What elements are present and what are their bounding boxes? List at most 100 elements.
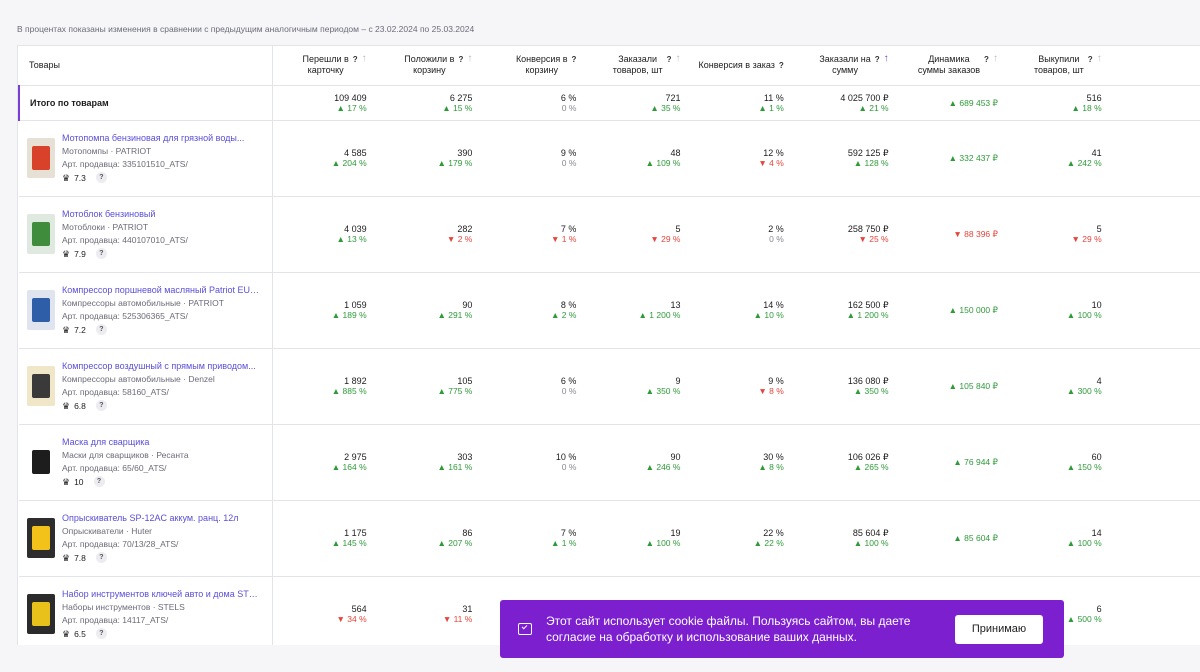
table-header-row: Товары Перешли в карточку? ↑ Положили в кор… [19, 46, 1200, 86]
rating-help-icon[interactable]: ? [95, 400, 107, 411]
cookie-text: Этот сайт использует cookie файлы. Польз… [546, 614, 911, 644]
metric-bought-qty: 60 ▲ 150 % [1007, 424, 1112, 501]
metric-change: ▼ 29 % [650, 234, 681, 244]
product-thumbnail[interactable] [27, 442, 55, 482]
sort-arrow-icon[interactable]: ↑ [675, 53, 681, 65]
product-thumbnail[interactable] [27, 214, 55, 254]
metric-change: ▲ 1 % [551, 538, 577, 548]
thumbnail-graphic [32, 450, 50, 474]
help-icon[interactable]: ? [352, 55, 358, 65]
dynamics-value: ▲ 85 604 ₽ [953, 533, 998, 543]
trophy-icon: ♛ [62, 324, 71, 335]
metric-value: 109 409 [334, 92, 367, 103]
sort-active-arrow-icon[interactable]: ↑ [883, 53, 889, 65]
metric-value: 11 % [763, 92, 784, 103]
metric-value: 7 % [560, 528, 577, 538]
product-name-link[interactable]: Мотоблок бензиновый [62, 209, 156, 219]
metric-change: ▲ 500 % [1066, 614, 1102, 624]
metric-value: 12 % [763, 148, 784, 158]
metric-order-sum-dynamics: ▲ 332 437 ₽ [898, 120, 1008, 197]
metric-order-sum-dynamics: ▲ 689 453 ₽ [898, 85, 1008, 121]
dynamics-value: ▲ 150 000 ₽ [948, 305, 998, 315]
header-label-line: сумму [832, 65, 858, 76]
column-header-ordered-qty[interactable]: Заказали товаров, шт? ↑ [586, 46, 691, 86]
sort-arrow-icon[interactable]: ↑ [467, 53, 473, 65]
product: Опрыскиватель SP-12AC аккум. ранц. 12л Оп… [19, 513, 262, 563]
metric-value: 90 [670, 452, 681, 462]
metric-order-conversion: 11 % ▲ 1 % [690, 85, 794, 121]
column-header-order-sum-dynamics[interactable]: Динамика суммы заказов? ↑ [898, 46, 1008, 86]
product-thumbnail[interactable] [27, 594, 55, 634]
help-icon[interactable]: ? [1087, 55, 1093, 65]
rating-help-icon[interactable]: ? [95, 248, 107, 259]
dynamics-value: ▼ 88 396 ₽ [953, 229, 998, 239]
rating-value: 7.3 [74, 172, 86, 183]
metric-card-views: 564 ▼ 34 % [272, 576, 377, 645]
product-name-link[interactable]: Опрыскиватель SP-12AC аккум. ранц. 12л [62, 513, 239, 523]
header-label-line: Заказали на [819, 54, 871, 65]
rating-help-icon[interactable]: ? [95, 324, 107, 335]
metric-change: ▲ 21 % [858, 102, 889, 113]
product-thumbnail[interactable] [27, 138, 55, 178]
metric-order-sum-dynamics: ▲ 85 604 ₽ [898, 500, 1008, 577]
product-info: Мотопомпа бензиновая для грязной воды...… [62, 133, 262, 183]
product-name-link[interactable]: Компрессор поршневой масляный Patriot EU… [62, 285, 262, 295]
help-icon[interactable]: ? [666, 55, 672, 65]
metric-value: 721 [665, 92, 681, 103]
metric-card-views: 4 585 ▲ 204 % [272, 120, 377, 197]
help-icon[interactable]: ? [984, 55, 989, 65]
product-name-link[interactable]: Набор инструментов ключей авто и дома ST… [62, 589, 262, 599]
rating-help-icon[interactable]: ? [95, 552, 107, 563]
sort-arrow-icon[interactable]: ↑ [361, 53, 367, 65]
help-icon[interactable]: ? [458, 55, 464, 65]
help-icon[interactable]: ? [571, 55, 577, 65]
metric-change: ▲ 885 % [331, 386, 367, 396]
sort-arrow-icon[interactable]: ↑ [1096, 53, 1102, 65]
metric-value: 592 125 ₽ [847, 148, 889, 158]
metric-value: 1 892 [344, 376, 367, 386]
column-header-bought-qty[interactable]: Выкупили товаров, шт? ↑ [1007, 46, 1112, 86]
rating-value: 6.8 [74, 400, 86, 411]
metric-value: 6 % [560, 92, 577, 103]
table-row: Опрыскиватель SP-12AC аккум. ранц. 12л Оп… [19, 500, 1200, 577]
metric-order-conversion: 14 % ▲ 10 % [690, 272, 794, 349]
column-header-added-to-cart[interactable]: Положили в корзину? ↑ [376, 46, 483, 86]
products-table: Товары Перешли в карточку? ↑ Положили в кор… [18, 46, 1200, 645]
metric-value: 390 [457, 148, 473, 158]
product-cell: Опрыскиватель SP-12AC аккум. ранц. 12л Оп… [19, 500, 273, 577]
column-header-card-views[interactable]: Перешли в карточку? ↑ [272, 46, 377, 86]
metric-change: ▲ 128 % [853, 158, 889, 168]
thumbnail-graphic [32, 222, 50, 246]
help-icon[interactable]: ? [874, 55, 880, 65]
header-label-line: суммы заказов [917, 65, 981, 76]
header-label: Положили в корзину [404, 54, 454, 76]
rating-help-icon[interactable]: ? [95, 628, 107, 639]
product-thumbnail[interactable] [27, 290, 55, 330]
metric-order-conversion: 22 % ▲ 22 % [690, 500, 794, 577]
column-header-order-conversion[interactable]: Конверсия в заказ? [690, 46, 794, 86]
metric-change: ▲ 300 % [1066, 386, 1102, 396]
product-name-link[interactable]: Мотопомпа бензиновая для грязной воды... [62, 133, 245, 143]
metric-value: 564 [351, 604, 367, 614]
product-thumbnail[interactable] [27, 518, 55, 558]
metric-change: ▲ 145 % [331, 538, 367, 548]
column-header-cart-conversion[interactable]: Конверсия в корзину? [482, 46, 587, 86]
product-name-link[interactable]: Маска для сварщика [62, 437, 150, 447]
rating-help-icon[interactable]: ? [95, 172, 107, 183]
metric-value: 5 [675, 224, 681, 234]
trophy-icon: ♛ [62, 248, 71, 259]
product-rating: ♛ 7.2? [62, 324, 262, 335]
product-category: Компрессоры автомобильные · Denzel [62, 374, 215, 384]
metric-change: ▲ 150 % [1066, 462, 1102, 472]
metric-bought-qty: 10 ▲ 100 % [1007, 272, 1112, 349]
column-header-ordered-sum[interactable]: Заказали на сумму? ↑ [793, 46, 899, 86]
product-thumbnail[interactable] [27, 366, 55, 406]
sort-arrow-icon[interactable]: ↑ [992, 53, 998, 65]
help-icon[interactable]: ? [778, 60, 784, 70]
product-info: Опрыскиватель SP-12AC аккум. ранц. 12л Оп… [62, 513, 262, 563]
product-name-link[interactable]: Компрессор воздушный с прямым приводом..… [62, 361, 256, 371]
cookie-accept-button[interactable]: Принимаю [955, 614, 1043, 644]
header-content: Выкупили товаров, шт? ↑ [1034, 54, 1102, 76]
metric-ordered-sum: 4 025 700 ₽ ▲ 21 % [793, 85, 899, 121]
rating-help-icon[interactable]: ? [93, 476, 105, 487]
